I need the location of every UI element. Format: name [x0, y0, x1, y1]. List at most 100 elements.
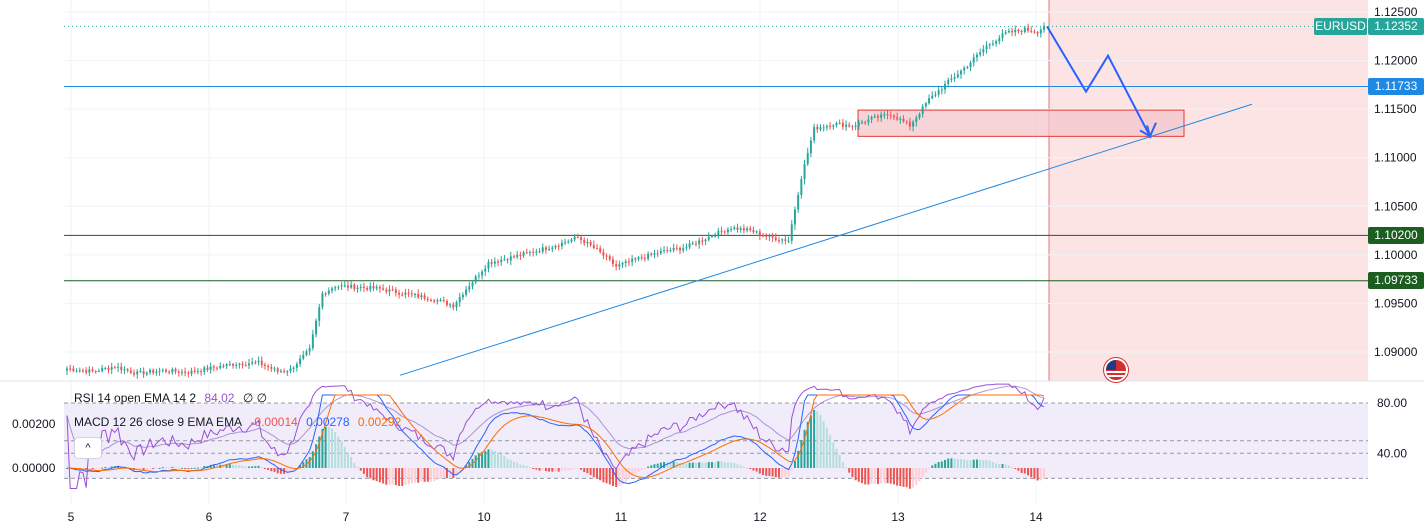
candle-body: [161, 369, 164, 371]
macd-histogram-bar: [241, 465, 244, 468]
candle-body: [101, 368, 104, 371]
candle-body: [835, 123, 838, 126]
candle-body: [793, 209, 796, 225]
macd-histogram-bar: [369, 468, 372, 479]
macd-histogram-bar: [152, 468, 155, 469]
candle-body: [164, 369, 167, 372]
macd-histogram-bar: [477, 453, 480, 468]
macd-histogram-bar: [736, 464, 739, 468]
candle-body: [564, 242, 567, 244]
macd-histogram-bar: [928, 468, 931, 469]
candle-body: [123, 369, 126, 371]
candle-body: [66, 368, 68, 371]
candle-body: [912, 121, 915, 127]
macd-histogram-bar: [896, 468, 899, 486]
candle-body: [308, 348, 311, 352]
macd-histogram-bar: [608, 468, 611, 485]
macd-histogram-bar: [781, 468, 784, 478]
price-badge-current: 1.12352: [1368, 18, 1424, 35]
candle-body: [216, 367, 219, 369]
rsi-legend[interactable]: RSI 14 open EMA 14 2 84.02 ∅ ∅: [74, 391, 272, 405]
macd-histogram-bar: [235, 465, 238, 468]
macd-histogram-bar: [445, 468, 448, 479]
candle-body: [513, 256, 515, 258]
candle-body: [640, 257, 643, 259]
candle-body: [535, 251, 538, 253]
macd-histogram-bar: [841, 462, 844, 468]
candle-body: [283, 371, 286, 373]
candle-body: [806, 153, 809, 164]
candle-body: [631, 258, 634, 262]
candle-body: [302, 354, 305, 359]
macd-histogram-bar: [238, 465, 241, 468]
candle-body: [152, 369, 155, 373]
macd-histogram-bar: [806, 421, 809, 468]
macd-histogram-bar: [982, 459, 985, 468]
candle-body: [420, 295, 423, 298]
macd-histogram-bar: [449, 468, 452, 478]
candle-body: [580, 237, 583, 240]
candle-body: [251, 362, 254, 364]
candle-body: [889, 115, 892, 117]
candle-body: [758, 231, 761, 236]
candle-body: [848, 124, 851, 127]
candle-body: [822, 127, 825, 129]
candle-body: [548, 248, 551, 250]
candle-body: [449, 304, 452, 306]
macd-tick-label: 0.00000: [12, 461, 56, 475]
rsi-legend-extra: ∅ ∅: [242, 391, 268, 405]
candle-body: [1036, 32, 1039, 34]
macd-histogram-bar: [899, 468, 902, 487]
macd-histogram-bar: [627, 468, 630, 480]
macd-histogram-bar: [886, 468, 889, 484]
macd-histogram-bar: [787, 468, 790, 477]
macd-histogram-bar: [439, 468, 442, 479]
candle-body: [714, 236, 717, 238]
candle-body: [790, 224, 793, 241]
candle-body: [382, 288, 385, 290]
price-badge-green-upper: 1.10200: [1368, 227, 1424, 244]
macd-histogram-bar: [934, 463, 937, 468]
macd-histogram-bar: [832, 442, 835, 468]
macd-legend-signal: 0.00292: [357, 415, 402, 429]
candle-body: [155, 371, 158, 373]
macd-legend-line: 0.00278: [306, 415, 350, 429]
macd-histogram-bar: [1017, 468, 1020, 471]
macd-histogram-bar: [848, 468, 851, 473]
candle-body: [573, 236, 576, 240]
candle-body: [857, 122, 860, 126]
candle-body: [985, 45, 988, 50]
candle-body: [928, 98, 931, 104]
chevron-up-icon: ^: [85, 442, 91, 454]
candle-body: [184, 371, 187, 373]
macd-legend[interactable]: MACD 12 26 close 9 EMA EMA -0.00014 0.00…: [74, 415, 406, 429]
candle-body: [126, 369, 129, 371]
candle-body: [209, 366, 212, 370]
candle-body: [142, 370, 145, 375]
candle-body: [918, 114, 921, 118]
candle-body: [746, 228, 749, 231]
candle-body: [634, 258, 637, 260]
x-tick-label: 14: [1029, 510, 1043, 524]
candle-body: [675, 247, 678, 249]
macd-histogram-bar: [701, 462, 704, 468]
candle-body: [1030, 30, 1033, 32]
macd-histogram-bar: [698, 462, 701, 468]
macd-histogram-bar: [1043, 468, 1045, 480]
macd-histogram-bar: [621, 468, 624, 485]
candle-body: [774, 237, 777, 241]
us-flag-event-icon[interactable]: [1104, 358, 1128, 382]
candle-body: [854, 125, 857, 127]
macd-histogram-bar: [1027, 468, 1030, 476]
collapse-legend-button[interactable]: ^: [74, 437, 102, 459]
macd-histogram-bar: [599, 468, 602, 481]
macd-histogram-bar: [944, 459, 947, 468]
macd-histogram-bar: [602, 468, 605, 483]
candle-body: [1027, 27, 1030, 31]
macd-histogram-bar: [892, 468, 895, 485]
macd-histogram-bar: [420, 468, 423, 482]
macd-histogram-bar: [426, 468, 429, 482]
candle-body: [742, 228, 745, 231]
candle-body: [752, 230, 755, 233]
